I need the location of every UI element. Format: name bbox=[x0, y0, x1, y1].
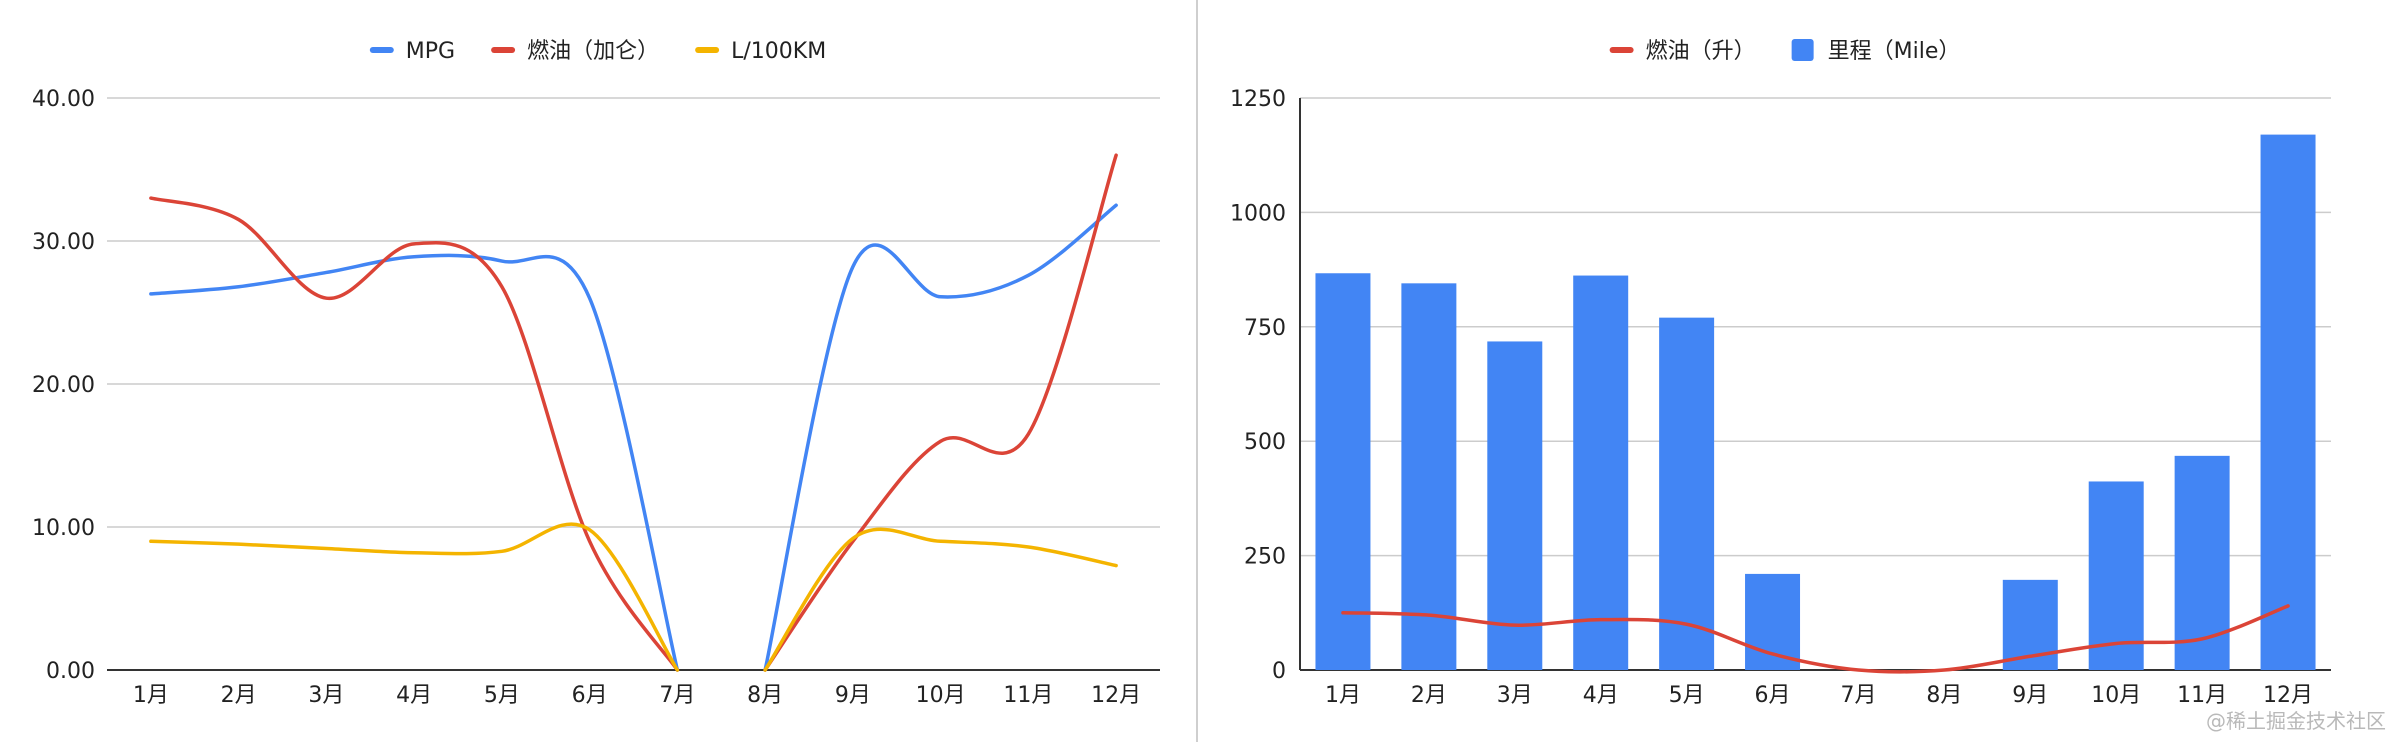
x-tick-label: 1月 bbox=[1325, 683, 1361, 708]
y-tick-label: 1250 bbox=[1230, 87, 1286, 112]
x-tick-label: 2月 bbox=[221, 683, 257, 708]
legend-swatch bbox=[369, 47, 394, 53]
legend-item: 燃油（加仑） bbox=[491, 39, 659, 64]
x-tick-label: 8月 bbox=[747, 683, 783, 708]
x-tick-label: 7月 bbox=[659, 683, 695, 708]
y-tick-label: 10.00 bbox=[32, 516, 95, 541]
y-tick-label: 1000 bbox=[1230, 201, 1286, 226]
bar bbox=[2088, 481, 2144, 670]
legend-swatch bbox=[695, 47, 720, 53]
legend-swatch bbox=[1609, 47, 1634, 53]
line-chart-panel: 0.00 10.00 20.00 30.00 40.00 1月 2月 3月 4月 5月 6月 7月 8月… bbox=[0, 0, 1196, 742]
y-tick-label: 0.00 bbox=[46, 659, 95, 684]
x-tick-label: 6月 bbox=[1755, 683, 1791, 708]
line-chart: 0.00 10.00 20.00 30.00 40.00 1月 2月 3月 4月 5月 6月 7月 8月… bbox=[32, 39, 1160, 708]
x-tick-label: 3月 bbox=[1497, 683, 1533, 708]
x-tick-label: 10月 bbox=[916, 683, 966, 708]
x-tick-label: 9月 bbox=[835, 683, 871, 708]
x-tick-label: 5月 bbox=[1669, 683, 1705, 708]
watermark: @稀土掘金技术社区 bbox=[2206, 709, 2386, 733]
y-tick-label: 30.00 bbox=[32, 230, 95, 255]
series-line bbox=[1341, 604, 2290, 674]
legend-item: L/100KM bbox=[695, 39, 826, 64]
x-tick-label: 11月 bbox=[2177, 683, 2227, 708]
legend-label: 里程（Mile） bbox=[1828, 39, 1961, 64]
y-tick-label: 250 bbox=[1244, 545, 1286, 570]
y-tick-label: 750 bbox=[1244, 316, 1286, 341]
y-tick-label: 20.00 bbox=[32, 373, 95, 398]
legend-label: MPG bbox=[406, 39, 455, 64]
combo-chart: 0 250 500 750 1000 1250 1月 2月 3月 4月 5月 6月 7月 8月 9月 10月 1… bbox=[1230, 39, 2331, 708]
bar bbox=[1659, 317, 1715, 670]
x-tick-label: 7月 bbox=[1840, 683, 1876, 708]
x-tick-label: 12月 bbox=[2263, 683, 2313, 708]
x-tick-label: 11月 bbox=[1003, 683, 1053, 708]
x-tick-label: 4月 bbox=[396, 683, 432, 708]
y-tick-label: 0 bbox=[1272, 659, 1286, 684]
bar bbox=[1573, 275, 1629, 670]
bar bbox=[1487, 341, 1543, 670]
x-tick-label: 4月 bbox=[1583, 683, 1619, 708]
x-tick-label: 12月 bbox=[1091, 683, 1141, 708]
legend-item: MPG bbox=[369, 39, 455, 64]
legend-swatch bbox=[491, 47, 516, 53]
bar bbox=[1401, 283, 1457, 670]
y-tick-label: 40.00 bbox=[32, 87, 95, 112]
bar bbox=[2260, 134, 2316, 670]
legend-label: 燃油（升） bbox=[1646, 39, 1756, 64]
panel-divider bbox=[1196, 0, 1198, 742]
x-tick-label: 5月 bbox=[484, 683, 520, 708]
bar bbox=[1315, 273, 1371, 670]
y-tick-label: 500 bbox=[1244, 430, 1286, 455]
x-tick-label: 9月 bbox=[2012, 683, 2048, 708]
series-line bbox=[149, 522, 1118, 672]
x-tick-label: 2月 bbox=[1411, 683, 1447, 708]
series-line bbox=[149, 153, 1118, 672]
x-tick-label: 8月 bbox=[1926, 683, 1962, 708]
legend-swatch bbox=[1791, 39, 1814, 61]
series-line bbox=[149, 203, 1118, 672]
legend-item: 里程（Mile） bbox=[1791, 39, 1961, 64]
legend-item: 燃油（升） bbox=[1609, 39, 1756, 64]
x-tick-label: 10月 bbox=[2091, 683, 2141, 708]
combo-chart-panel: 0 250 500 750 1000 1250 1月 2月 3月 4月 5月 6月 7月 8月 9月 10月 1… bbox=[1198, 0, 2400, 742]
x-tick-label: 1月 bbox=[133, 683, 169, 708]
legend-label: L/100KM bbox=[731, 39, 826, 64]
x-tick-label: 6月 bbox=[572, 683, 608, 708]
legend-label: 燃油（加仑） bbox=[527, 39, 659, 64]
x-tick-label: 3月 bbox=[308, 683, 344, 708]
